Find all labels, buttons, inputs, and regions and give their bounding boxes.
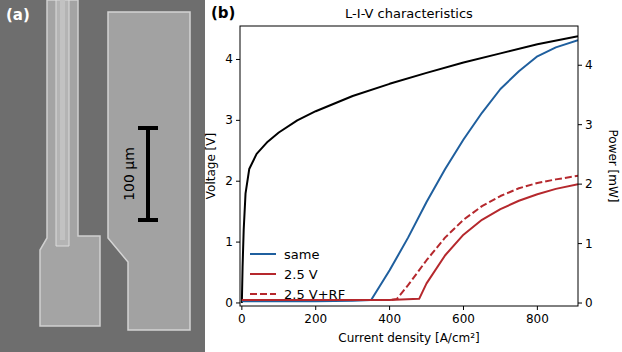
y2-tick-label: 0 (585, 296, 593, 310)
y-tick (236, 59, 240, 60)
legend-swatch (250, 273, 276, 275)
x-axis-title: Current density [A/cm²] (338, 331, 479, 345)
y-tick-label: 1 (225, 235, 233, 249)
panel-label: (a) (6, 6, 30, 24)
y2-tick-label: 2 (585, 177, 593, 191)
y2-tick (578, 124, 582, 125)
x-tick-label: 600 (452, 312, 475, 326)
x-tick (389, 306, 390, 310)
x-tick-label: 400 (378, 312, 401, 326)
scale-bar-cap (138, 126, 158, 130)
y-tick (236, 302, 240, 303)
sem-background (0, 0, 205, 352)
legend-swatch (250, 253, 276, 255)
x-tick (537, 306, 538, 310)
y2-tick-label: 3 (585, 118, 593, 132)
plot-frame (240, 26, 578, 306)
y-tick-label: 0 (225, 296, 233, 310)
legend-label: 2.5 V+RF (284, 287, 345, 302)
y-axis-title: Voltage [V] (204, 133, 218, 199)
scale-bar-cap (138, 218, 158, 222)
y2-tick (578, 65, 582, 66)
y-tick (236, 242, 240, 243)
x-tick (463, 306, 464, 310)
y2-tick (578, 243, 582, 244)
legend-label: same (284, 247, 319, 262)
ridge-top (60, 0, 65, 240)
legend-label: 2.5 V (284, 267, 318, 282)
y2-axis-title: Power [mW] (606, 129, 620, 202)
chart-title: L-I-V characteristics (345, 6, 473, 21)
series-line (242, 40, 578, 301)
legend-swatch (250, 293, 276, 295)
x-tick-label: 200 (304, 312, 327, 326)
y-tick (236, 120, 240, 121)
y2-tick-label: 1 (585, 237, 593, 251)
y2-tick (578, 303, 582, 304)
y2-tick-label: 4 (585, 58, 593, 72)
series-line (242, 176, 578, 300)
chart-panel: (b) L-I-V characteristics 0 200 400 600 800 0 1 2… (204, 4, 620, 345)
x-tick-label: 800 (526, 312, 549, 326)
left-electrode (40, 0, 100, 326)
y2-tick (578, 184, 582, 185)
scale-bar (146, 128, 150, 220)
x-tick (241, 306, 242, 310)
series-line (242, 36, 578, 303)
y-tick-label: 2 (225, 174, 233, 188)
y-tick (236, 181, 240, 182)
x-tick (315, 306, 316, 310)
right-electrode (108, 12, 190, 330)
legend: same 2.5 V 2.5 V+RF (250, 247, 345, 302)
panel-label: (b) (211, 4, 235, 22)
y-tick-label: 3 (225, 113, 233, 127)
x-tick-label: 0 (238, 312, 246, 326)
y-tick-label: 4 (225, 52, 233, 66)
sem-panel: 100 µm (a) (0, 0, 205, 352)
plot-lines (242, 36, 578, 303)
scale-bar-label: 100 µm (121, 147, 137, 201)
ridge (56, 0, 69, 246)
figure: 100 µm(a)(b)L-I-V characteristics0200400… (0, 0, 622, 352)
